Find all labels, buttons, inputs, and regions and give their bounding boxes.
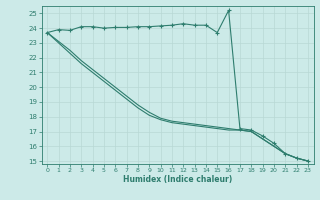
X-axis label: Humidex (Indice chaleur): Humidex (Indice chaleur) [123,175,232,184]
